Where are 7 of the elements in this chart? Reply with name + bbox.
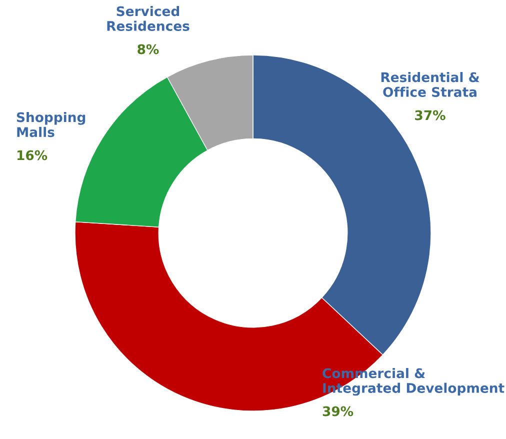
slice-label: Shopping Malls [16, 112, 86, 138]
data-label: 16% [17, 150, 48, 160]
slice-label: Residential & Office Strata [381, 72, 480, 97]
data-label: 37% [415, 110, 446, 120]
data-label: 8% [138, 44, 159, 54]
data-label: 39% [322, 406, 354, 416]
slice-label: Serviced Residences [107, 6, 190, 31]
